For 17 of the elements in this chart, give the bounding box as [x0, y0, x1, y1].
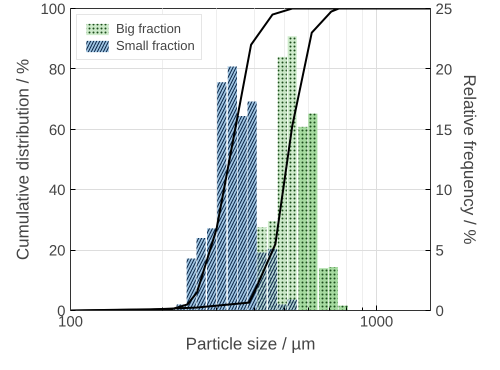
y2-tick-label: 20 [436, 61, 452, 78]
y2-tick-label: 5 [436, 242, 444, 260]
y-axis-title: Cumulative distribution / % [13, 58, 32, 260]
x-axis-title: Particle size / µm [186, 334, 316, 354]
y-tick-label: 100 [40, 1, 66, 18]
y-tick-label: 60 [48, 122, 66, 139]
legend-label: Big fraction [116, 21, 182, 36]
y2-tick-label: 0 [436, 303, 444, 320]
y2-tick-label: 25 [436, 1, 452, 18]
y-tick-label: 80 [48, 61, 66, 78]
y-tick-label: 40 [48, 182, 66, 200]
y-tick-label: 20 [48, 242, 66, 260]
y2-tick-label: 10 [436, 182, 452, 200]
x-tick-label: 1000 [360, 314, 394, 330]
y2-axis-title: Relative frequency / % [460, 74, 480, 245]
y2-tick-label: 15 [436, 122, 452, 139]
legend-label: Small fraction [116, 38, 195, 53]
